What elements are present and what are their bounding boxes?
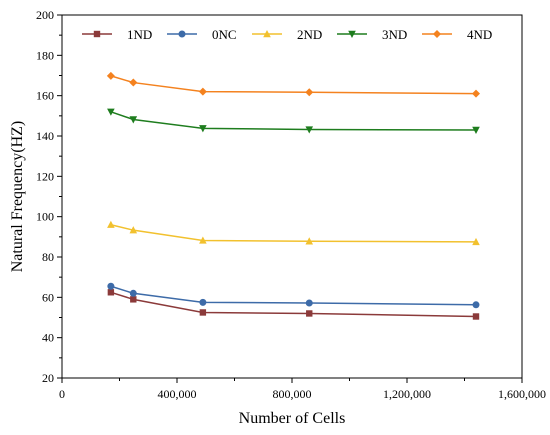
legend-label: 2ND xyxy=(297,27,322,42)
legend-label: 3ND xyxy=(382,27,407,42)
series-0nc xyxy=(107,282,480,309)
data-point xyxy=(306,310,313,317)
legend-item-4nd: 4ND xyxy=(422,27,492,42)
y-tick-label: 160 xyxy=(36,89,54,103)
legend-item-0nc: 0NC xyxy=(167,27,237,42)
data-point xyxy=(129,289,137,297)
x-axis-title: Number of Cells xyxy=(239,410,346,427)
axis-ticks xyxy=(57,14,523,383)
data-point xyxy=(199,309,207,316)
data-point xyxy=(107,108,115,116)
data-point xyxy=(305,299,313,307)
y-tick-label: 120 xyxy=(36,169,54,183)
legend-marker xyxy=(348,30,356,38)
legend-marker xyxy=(178,30,186,38)
data-point xyxy=(129,78,138,87)
series-layer xyxy=(106,71,480,320)
data-point xyxy=(472,126,480,134)
data-point xyxy=(305,88,314,97)
series-1nd xyxy=(107,289,480,320)
legend-marker xyxy=(433,30,441,38)
data-point xyxy=(199,298,207,306)
plot-frame xyxy=(61,14,523,379)
legend-item-3nd: 3ND xyxy=(337,27,407,42)
data-point xyxy=(199,125,207,133)
y-tick-label: 60 xyxy=(42,290,54,304)
legend-label: 4ND xyxy=(467,27,492,42)
series-2nd xyxy=(107,220,480,246)
series-4nd xyxy=(106,71,480,98)
legend-marker xyxy=(93,30,101,38)
data-point xyxy=(305,126,314,134)
legend-item-2nd: 2ND xyxy=(252,27,322,42)
legend: 1ND 0NC 2ND 3ND 4ND xyxy=(82,27,492,42)
data-point xyxy=(107,220,115,228)
data-point xyxy=(129,116,138,124)
data-point xyxy=(472,89,480,98)
series-3nd xyxy=(107,108,480,134)
data-point xyxy=(305,237,314,245)
data-point xyxy=(199,236,207,244)
y-tick-label: 80 xyxy=(42,250,54,264)
data-point xyxy=(472,237,480,246)
y-tick-label: 20 xyxy=(42,371,54,385)
x-tick-label: 400,000 xyxy=(158,387,197,401)
y-tick-label: 140 xyxy=(36,129,54,143)
data-point xyxy=(107,282,115,290)
legend-label: 1ND xyxy=(127,27,152,42)
legend-label: 0NC xyxy=(212,27,237,42)
legend-marker xyxy=(263,30,271,38)
y-tick-label: 40 xyxy=(42,331,54,345)
y-tick-label: 200 xyxy=(36,8,54,22)
data-point xyxy=(198,87,207,96)
series-line xyxy=(110,285,477,306)
legend-item-1nd: 1ND xyxy=(82,27,152,42)
data-point xyxy=(472,301,480,309)
y-tick-labels: 20 40 60 80 100 120 140 160 180 200 xyxy=(36,8,54,385)
y-axis-title: Natural Frequency(HZ) xyxy=(9,121,26,273)
data-point xyxy=(130,296,137,303)
x-tick-label: 1,200,000 xyxy=(383,387,431,401)
series-line xyxy=(110,111,477,131)
data-point xyxy=(106,71,115,80)
y-tick-label: 100 xyxy=(36,210,54,224)
data-point xyxy=(107,289,115,296)
x-tick-label: 800,000 xyxy=(273,387,312,401)
x-tick-label: 1,600,000 xyxy=(498,387,546,401)
data-point xyxy=(129,226,138,234)
series-line xyxy=(110,224,477,243)
y-tick-label: 180 xyxy=(36,48,54,62)
data-point xyxy=(472,313,480,320)
series-line xyxy=(110,75,477,95)
x-tick-label: 0 xyxy=(59,387,65,401)
x-tick-labels: 0 400,000 800,000 1,200,000 1,600,000 xyxy=(59,387,546,401)
